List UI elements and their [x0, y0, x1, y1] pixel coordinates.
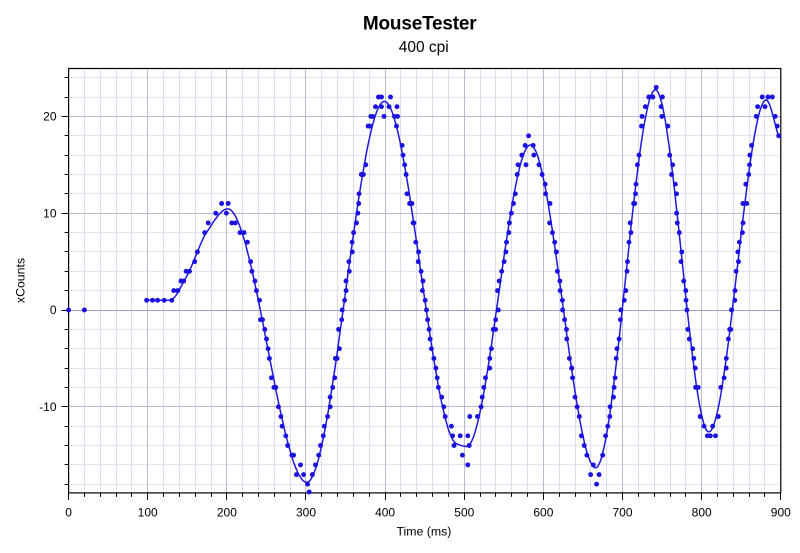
svg-text:200: 200 [217, 506, 237, 520]
svg-text:400: 400 [375, 506, 395, 520]
svg-text:Time (ms): Time (ms) [396, 524, 451, 538]
svg-text:800: 800 [692, 506, 712, 520]
svg-text:0: 0 [65, 506, 72, 520]
svg-text:10: 10 [43, 206, 57, 220]
svg-text:20: 20 [43, 110, 57, 124]
svg-text:500: 500 [454, 506, 474, 520]
svg-text:0: 0 [50, 303, 57, 317]
svg-text:100: 100 [138, 506, 158, 520]
svg-text:-10: -10 [39, 400, 57, 414]
svg-text:400 cpi: 400 cpi [399, 39, 449, 56]
svg-text:MouseTester: MouseTester [363, 14, 477, 35]
svg-text:600: 600 [533, 506, 553, 520]
svg-text:xCounts: xCounts [13, 258, 27, 303]
svg-text:300: 300 [296, 506, 316, 520]
svg-text:900: 900 [771, 506, 791, 520]
svg-text:700: 700 [612, 506, 632, 520]
